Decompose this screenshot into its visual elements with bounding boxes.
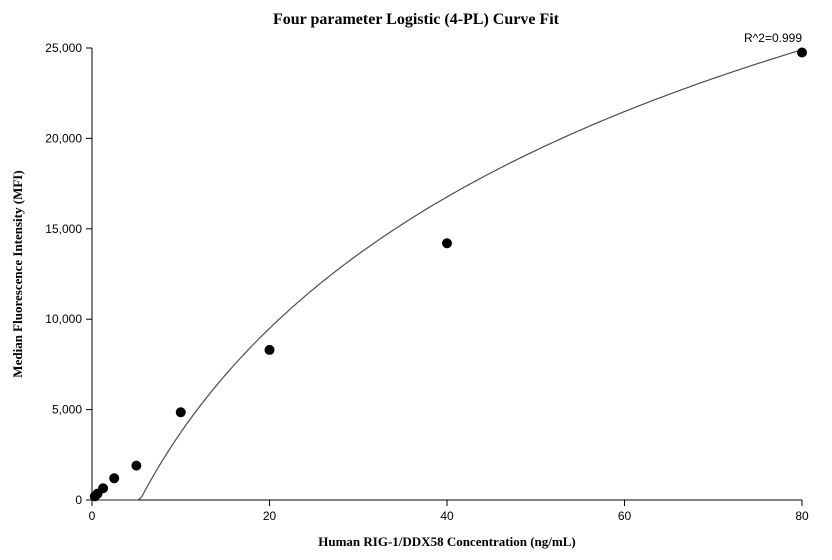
data-point — [176, 408, 185, 417]
y-tick-label: 5,000 — [52, 403, 82, 417]
data-point — [265, 345, 274, 354]
chart-bg — [0, 0, 832, 560]
rsq-annotation: R^2=0.999 — [744, 31, 802, 45]
data-point — [110, 474, 119, 483]
y-tick-label: 0 — [75, 493, 82, 507]
x-axis-label: Human RIG-1/DDX58 Concentration (ng/mL) — [318, 534, 575, 549]
x-tick-label: 20 — [263, 509, 277, 523]
chart-container: Four parameter Logistic (4-PL) Curve Fit… — [0, 0, 832, 560]
data-point — [99, 484, 108, 493]
data-point — [798, 48, 807, 57]
y-tick-label: 10,000 — [45, 312, 82, 326]
data-point — [132, 461, 141, 470]
x-tick-label: 60 — [618, 509, 632, 523]
y-tick-label: 25,000 — [45, 41, 82, 55]
chart-svg: Four parameter Logistic (4-PL) Curve Fit… — [0, 0, 832, 560]
x-tick-label: 80 — [795, 509, 809, 523]
y-tick-label: 15,000 — [45, 222, 82, 236]
y-tick-label: 20,000 — [45, 131, 82, 145]
x-tick-label: 40 — [440, 509, 454, 523]
data-point — [443, 239, 452, 248]
x-tick-label: 0 — [89, 509, 96, 523]
chart-title: Four parameter Logistic (4-PL) Curve Fit — [273, 11, 560, 28]
y-axis-label: Median Fluorescence Intensity (MFI) — [10, 170, 25, 377]
